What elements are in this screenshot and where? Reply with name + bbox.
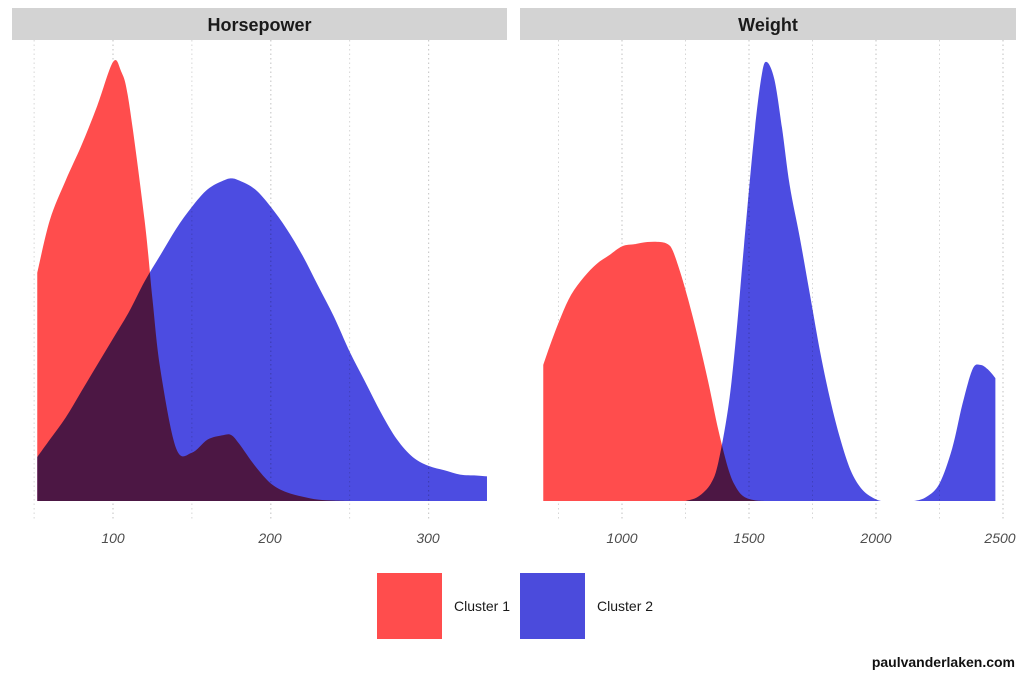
density-areas-weight: [543, 61, 996, 502]
density-area-cluster-2: [37, 178, 487, 501]
density-areas-horsepower: [37, 59, 487, 501]
x-axis-weight: 1000 1500 2000 2500: [606, 530, 1015, 546]
x-tick-label: 100: [101, 530, 125, 546]
x-tick-label: 2500: [983, 530, 1015, 546]
x-axis-horsepower: 100 200 300: [101, 530, 440, 546]
legend-label-cluster-1: Cluster 1: [454, 598, 511, 614]
watermark: paulvanderlaken.com: [871, 654, 1015, 670]
legend-item-cluster-1: Cluster 1: [377, 573, 520, 639]
legend: Cluster 1 Cluster 2: [377, 573, 663, 639]
x-tick-label: 1500: [733, 530, 764, 546]
panel-horsepower: Horsepower 100 200 300: [12, 8, 507, 546]
x-tick-label: 1000: [606, 530, 637, 546]
legend-item-cluster-2: Cluster 2: [520, 573, 663, 639]
legend-swatch-cluster-1: [377, 573, 442, 639]
density-area-cluster-2: [685, 61, 996, 502]
panel-weight: Weight 1000 1500 2000 2500: [520, 8, 1016, 546]
facet-strip-horsepower: [12, 8, 507, 40]
legend-swatch-cluster-2: [520, 573, 586, 639]
x-tick-label: 2000: [859, 530, 891, 546]
density-area-cluster-1: [543, 241, 765, 501]
legend-label-cluster-2: Cluster 2: [597, 598, 654, 614]
x-tick-label: 200: [257, 530, 282, 546]
facet-title-horsepower: Horsepower: [207, 15, 311, 35]
x-tick-label: 300: [416, 530, 440, 546]
facet-strip-weight: [520, 8, 1016, 40]
facet-title-weight: Weight: [738, 15, 798, 35]
